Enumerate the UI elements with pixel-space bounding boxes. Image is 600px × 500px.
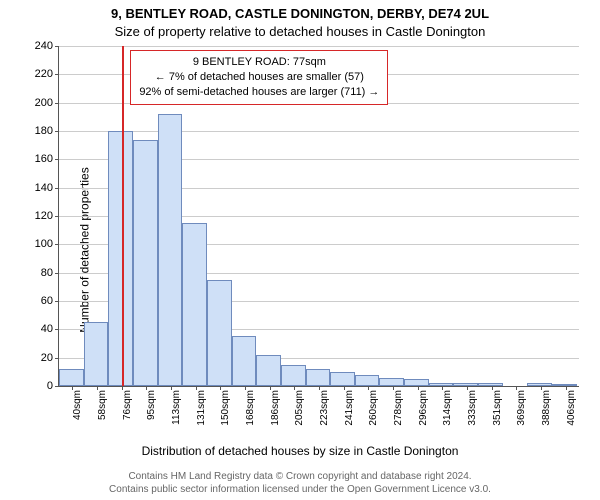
x-tick-label: 260sqm [368, 390, 379, 426]
y-tick-mark [55, 273, 59, 274]
y-tick-mark [55, 131, 59, 132]
y-tick-label: 220 [35, 68, 53, 80]
histogram-bar [453, 383, 478, 386]
histogram-bar [182, 223, 207, 386]
x-tick-label: 131sqm [196, 390, 207, 426]
histogram-bar [256, 355, 281, 386]
x-tick-label: 388sqm [541, 390, 552, 426]
x-axis-label: Distribution of detached houses by size … [0, 444, 600, 458]
y-tick-label: 140 [35, 182, 53, 194]
x-tick-label: 205sqm [294, 390, 305, 426]
x-tick-label: 241sqm [344, 390, 355, 426]
histogram-bar [232, 336, 257, 386]
y-tick-label: 180 [35, 125, 53, 137]
plot-area: 02040608010012014016018020022024040sqm58… [58, 46, 579, 387]
x-tick-label: 168sqm [245, 390, 256, 426]
histogram-bar [478, 383, 503, 386]
x-tick-label: 406sqm [566, 390, 577, 426]
y-tick-label: 120 [35, 210, 53, 222]
y-tick-mark [55, 159, 59, 160]
x-tick-label: 314sqm [442, 390, 453, 426]
y-tick-label: 60 [41, 295, 53, 307]
histogram-bar [84, 322, 109, 386]
footer-attribution: Contains HM Land Registry data © Crown c… [0, 470, 600, 496]
annotation-box: 9 BENTLEY ROAD: 77sqm← 7% of detached ho… [130, 50, 388, 105]
y-tick-label: 240 [35, 40, 53, 52]
x-tick-label: 351sqm [492, 390, 503, 426]
y-tick-label: 160 [35, 153, 53, 165]
x-tick-label: 113sqm [171, 390, 182, 425]
histogram-bar [527, 383, 552, 386]
histogram-bar [59, 369, 84, 386]
histogram-bar [330, 372, 355, 386]
y-tick-label: 20 [41, 352, 53, 364]
y-tick-label: 100 [35, 238, 53, 250]
histogram-bar [379, 378, 404, 387]
x-tick-label: 223sqm [319, 390, 330, 426]
gridline [59, 46, 579, 47]
gridline [59, 131, 579, 132]
x-tick-label: 296sqm [418, 390, 429, 426]
x-tick-label: 333sqm [467, 390, 478, 426]
footer-line-1: Contains HM Land Registry data © Crown c… [0, 470, 600, 483]
chart-subtitle: Size of property relative to detached ho… [0, 24, 600, 39]
histogram-bar [355, 375, 380, 386]
y-tick-mark [55, 301, 59, 302]
x-tick-label: 150sqm [220, 390, 231, 426]
x-tick-label: 186sqm [270, 390, 281, 426]
histogram-bar [207, 280, 232, 386]
y-tick-mark [55, 188, 59, 189]
x-tick-label: 58sqm [97, 390, 108, 420]
y-tick-mark [55, 103, 59, 104]
y-tick-mark [55, 386, 59, 387]
histogram-bar [404, 379, 429, 386]
histogram-bar [306, 369, 331, 386]
x-tick-label: 95sqm [146, 390, 157, 420]
y-tick-mark [55, 244, 59, 245]
y-tick-label: 200 [35, 97, 53, 109]
annotation-line-3: 92% of semi-detached houses are larger (… [139, 85, 379, 100]
y-tick-mark [55, 46, 59, 47]
footer-line-2: Contains public sector information licen… [0, 483, 600, 496]
histogram-bar [108, 131, 133, 386]
chart-title-address: 9, BENTLEY ROAD, CASTLE DONINGTON, DERBY… [0, 6, 600, 21]
annotation-line-2: ← 7% of detached houses are smaller (57) [139, 70, 379, 85]
histogram-bar [552, 384, 577, 386]
x-tick-label: 76sqm [122, 390, 133, 420]
histogram-bar [429, 383, 454, 386]
y-tick-mark [55, 216, 59, 217]
y-tick-mark [55, 74, 59, 75]
x-tick-label: 278sqm [393, 390, 404, 426]
reference-line [122, 46, 124, 386]
histogram-bar [133, 140, 158, 387]
chart-container: 9, BENTLEY ROAD, CASTLE DONINGTON, DERBY… [0, 0, 600, 500]
x-tick-label: 40sqm [72, 390, 83, 420]
x-tick-label: 369sqm [516, 390, 527, 426]
y-tick-label: 0 [47, 380, 53, 392]
y-tick-mark [55, 358, 59, 359]
y-tick-mark [55, 329, 59, 330]
annotation-line-1: 9 BENTLEY ROAD: 77sqm [139, 55, 379, 70]
y-tick-label: 80 [41, 267, 53, 279]
y-tick-label: 40 [41, 323, 53, 335]
histogram-bar [281, 365, 306, 386]
histogram-bar [158, 114, 183, 386]
